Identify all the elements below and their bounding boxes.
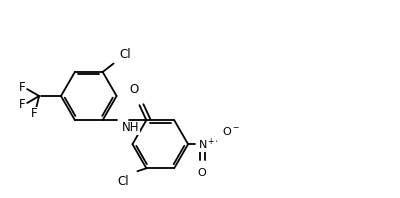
Text: F: F: [19, 81, 26, 94]
Text: O$^-$: O$^-$: [222, 125, 240, 137]
Text: F: F: [31, 107, 38, 120]
Text: O: O: [130, 83, 139, 96]
Text: O: O: [198, 168, 206, 178]
Text: Cl: Cl: [120, 48, 131, 61]
Text: NH: NH: [122, 121, 139, 134]
Text: N$^+$: N$^+$: [198, 137, 216, 152]
Text: F: F: [19, 98, 26, 111]
Text: Cl: Cl: [118, 175, 130, 188]
